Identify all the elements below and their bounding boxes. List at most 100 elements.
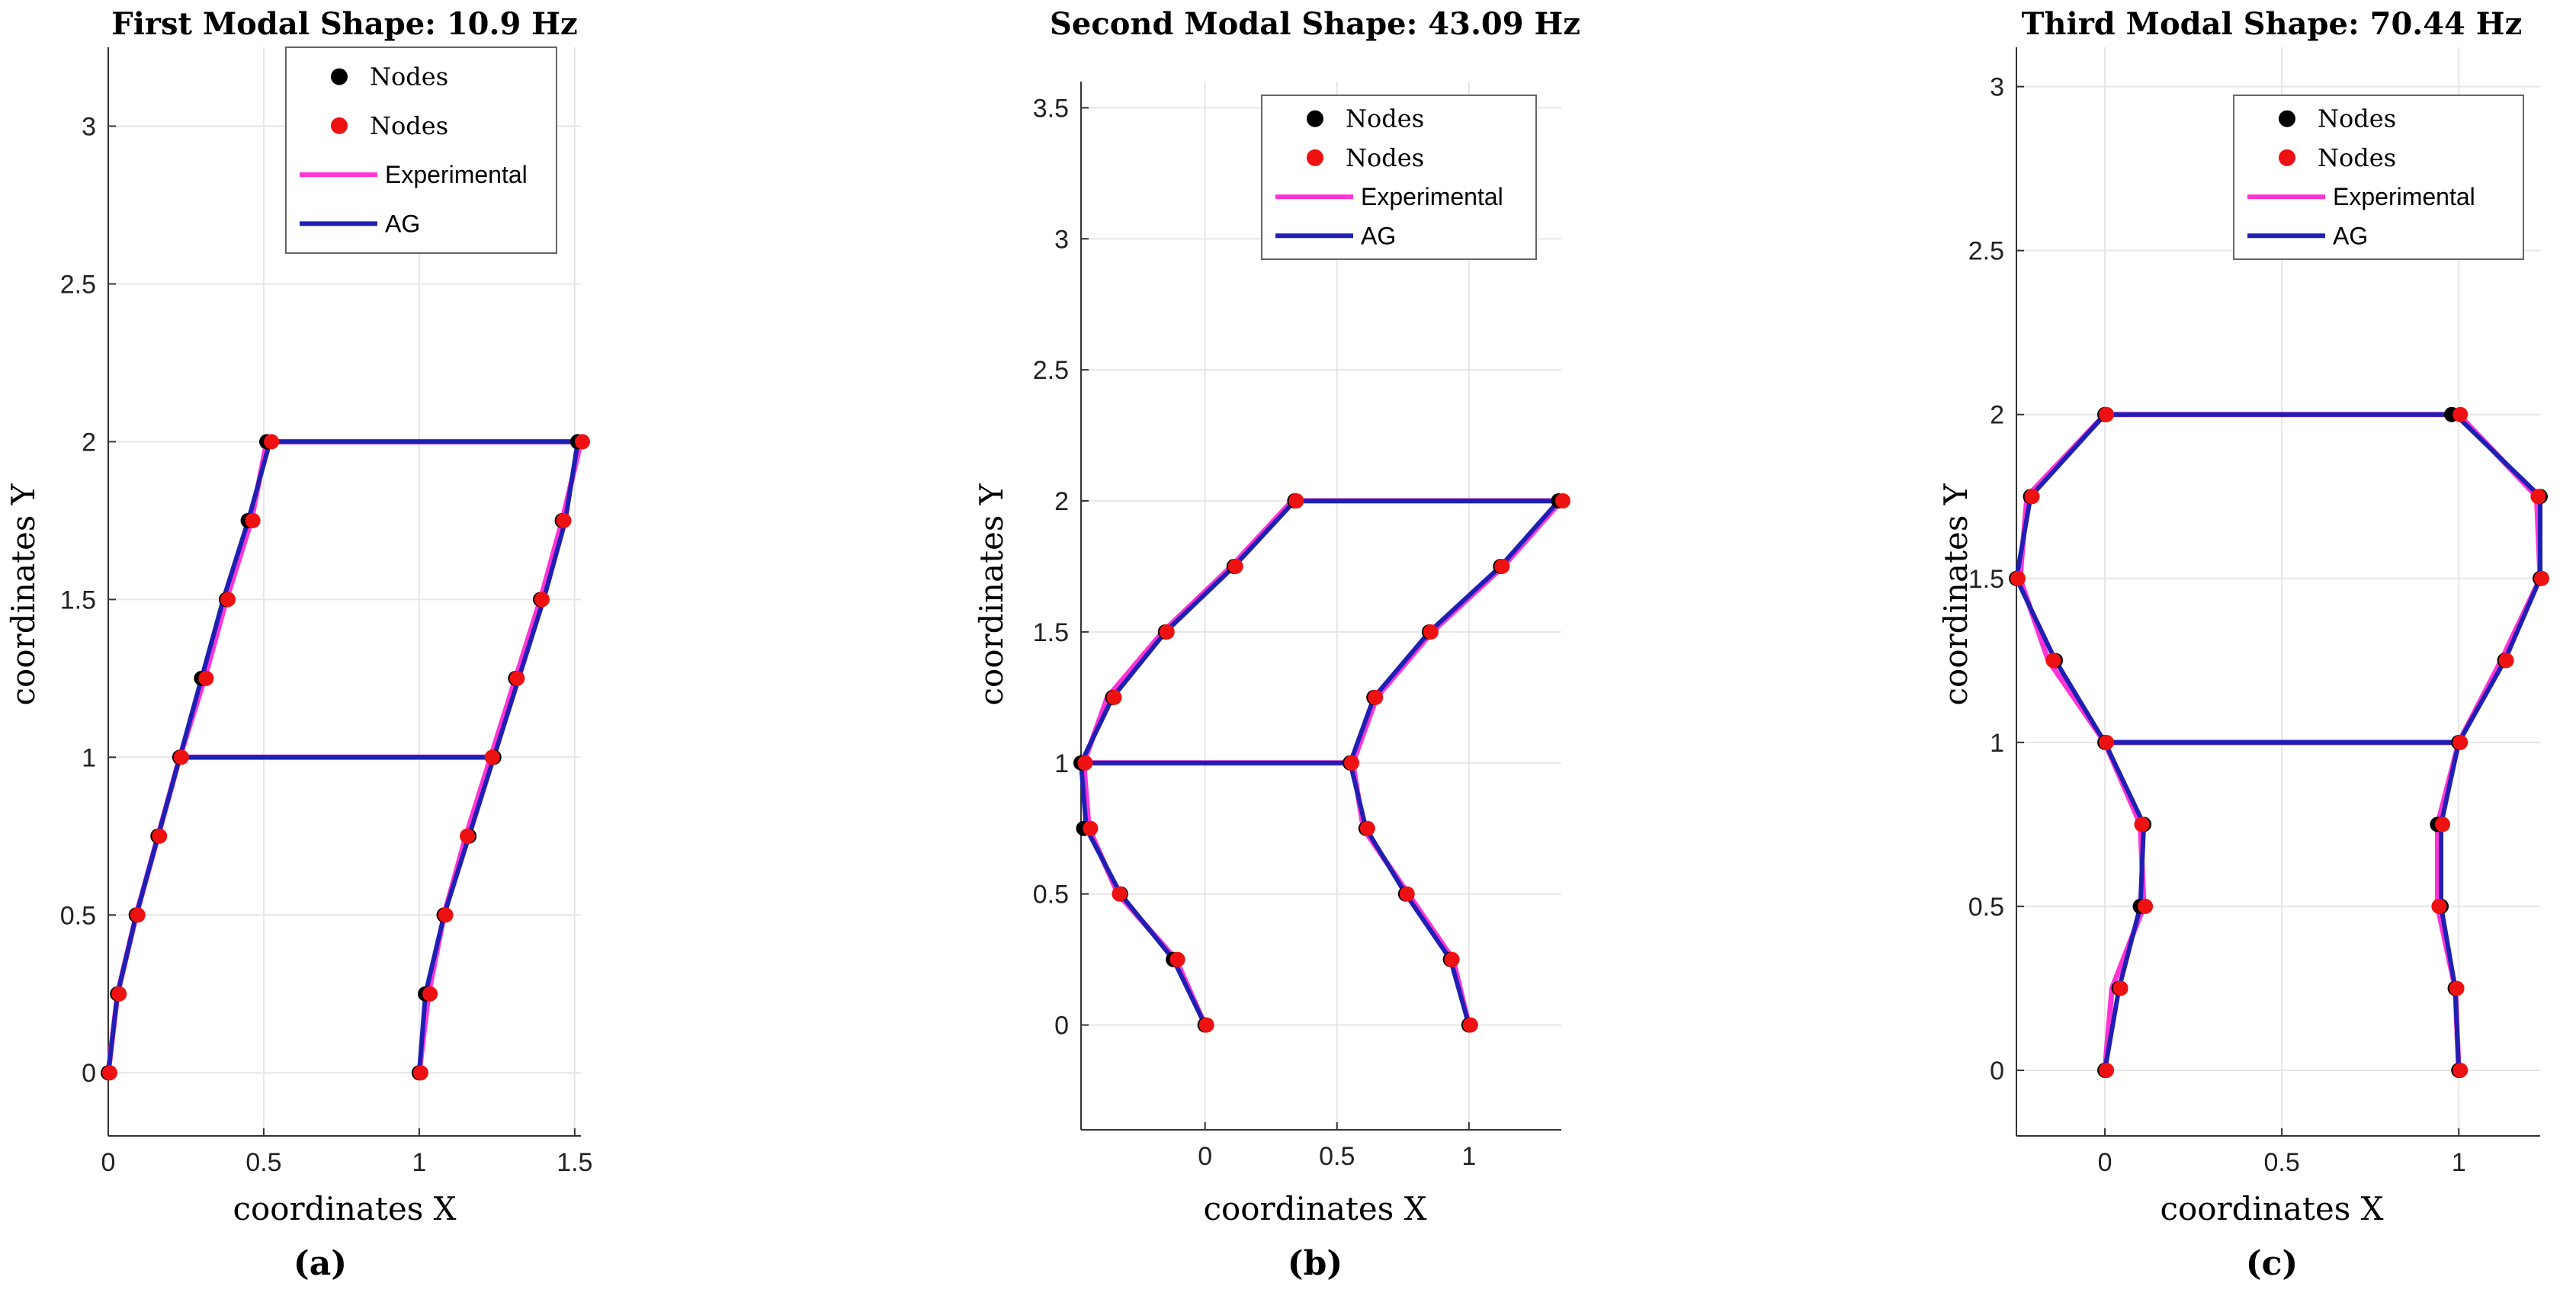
x-tick-label: 0 xyxy=(101,1148,116,1177)
node-red-point xyxy=(198,670,214,686)
node-red-point xyxy=(1077,755,1093,771)
y-tick-label: 1.5 xyxy=(1968,565,2004,594)
x-tick-label: 0.5 xyxy=(2264,1148,2300,1177)
legend: Nodes Nodes Experimental AG xyxy=(2233,95,2524,260)
y-tick-label: 0 xyxy=(1990,1057,2004,1086)
y-tick-label: 0.5 xyxy=(1968,893,2004,922)
node-red-point xyxy=(2134,816,2150,832)
chart-title: Second Modal Shape: 43.09 Hz xyxy=(1050,6,1580,42)
y-tick-label: 3 xyxy=(82,112,96,141)
node-red-point xyxy=(438,907,454,923)
legend: Nodes Nodes Experimental AG xyxy=(1261,95,1537,260)
x-axis-label: coordinates X xyxy=(2160,1190,2383,1227)
node-red-point xyxy=(460,828,476,844)
node-red-point xyxy=(2534,570,2549,586)
x-axis-label: coordinates X xyxy=(1203,1190,1426,1227)
node-red-point xyxy=(1462,1017,1478,1033)
node-red-point xyxy=(1494,558,1510,574)
legend-entry-experimental-label: Experimental xyxy=(2333,183,2475,210)
chart-title: Third Modal Shape: 70.44 Hz xyxy=(2022,6,2523,42)
node-red-point xyxy=(2431,898,2447,914)
y-tick-label: 2 xyxy=(1990,401,2004,430)
node-red-point xyxy=(1112,886,1128,902)
node-red-point xyxy=(1368,689,1384,705)
y-tick-label: 1.5 xyxy=(60,585,96,614)
y-tick-label: 0 xyxy=(82,1059,96,1088)
node-red-point xyxy=(556,512,572,528)
legend-entry-ag-label: AG xyxy=(385,210,420,237)
x-tick-label: 1.5 xyxy=(557,1148,592,1177)
chart-panel-2: 0 0.5 1 0 0.5 1 1.5 2 2.5 3 3.5 Nodes Nodes Experimen… xyxy=(973,6,1580,1283)
node-red-point xyxy=(2452,734,2469,750)
y-axis-label: coordinates Y xyxy=(973,483,1010,705)
y-tick-label: 3 xyxy=(1990,73,2004,102)
node-red-point xyxy=(102,1065,117,1081)
x-axis-label: coordinates X xyxy=(233,1190,456,1227)
node-red-point xyxy=(1399,886,1415,902)
legend-entry-nodes-black-marker xyxy=(2279,110,2295,127)
node-red-point xyxy=(509,670,525,686)
y-tick-label: 0 xyxy=(1054,1012,1069,1041)
node-red-point xyxy=(1198,1017,1214,1033)
node-red-point xyxy=(1359,820,1375,836)
node-red-point xyxy=(2138,898,2154,914)
y-axis-label: coordinates Y xyxy=(5,483,42,705)
y-tick-label: 3.5 xyxy=(1033,94,1069,123)
legend-entry-nodes-red-marker xyxy=(331,117,348,134)
y-tick-label: 2 xyxy=(82,428,96,457)
legend-entry-nodes-black-label: Nodes xyxy=(1346,104,1424,133)
legend-entry-nodes-red-marker xyxy=(2279,149,2295,166)
node-red-point xyxy=(2435,816,2451,832)
x-tick-label: 1 xyxy=(412,1148,426,1177)
legend-entry-experimental-label: Experimental xyxy=(1361,183,1503,210)
legend-entry-nodes-black-label: Nodes xyxy=(2318,104,2396,133)
y-tick-label: 2.5 xyxy=(60,270,96,299)
node-red-point xyxy=(264,434,280,450)
legend-box xyxy=(285,47,557,254)
panel-caption: (b) xyxy=(1288,1244,1343,1283)
node-red-point xyxy=(1106,689,1122,705)
legend-entry-nodes-red-label: Nodes xyxy=(1346,143,1424,172)
node-red-point xyxy=(2112,980,2128,996)
legend-entry-nodes-black-label: Nodes xyxy=(370,63,448,91)
node-red-point xyxy=(422,986,438,1002)
legend-entry-ag-label: AG xyxy=(2333,222,2368,249)
y-tick-label: 3 xyxy=(1054,225,1069,254)
legend-entry-nodes-red-label: Nodes xyxy=(2318,143,2396,172)
node-red-point xyxy=(1555,493,1570,508)
node-red-point xyxy=(1344,755,1360,771)
legend-entry-experimental-label: Experimental xyxy=(385,161,528,188)
x-tick-label: 0.5 xyxy=(245,1148,281,1177)
node-red-point xyxy=(130,907,146,923)
y-tick-label: 0.5 xyxy=(60,901,96,930)
node-red-point xyxy=(1083,820,1099,836)
node-red-point xyxy=(534,592,550,608)
panel-caption: (a) xyxy=(294,1244,347,1283)
node-red-point xyxy=(2449,980,2465,996)
node-red-point xyxy=(1227,558,1243,574)
legend: Nodes Nodes Experimental AG xyxy=(285,47,557,254)
node-red-point xyxy=(2099,734,2115,750)
chart-panel-3: 0 0.5 1 0 0.5 1 1.5 2 2.5 3 Nodes Nodes Experimental… xyxy=(1937,6,2549,1283)
node-red-point xyxy=(2045,653,2061,669)
y-tick-label: 2.5 xyxy=(1968,237,2004,266)
node-red-point xyxy=(2452,1062,2469,1078)
node-red-point xyxy=(2099,1062,2115,1078)
chart-panel-1: 0 0.5 1 1.5 0 0.5 1 1.5 2 2.5 3 Nodes Nodes Experimen… xyxy=(5,6,592,1283)
node-red-point xyxy=(111,986,127,1002)
node-red-point xyxy=(173,749,189,765)
node-red-point xyxy=(1288,493,1304,508)
node-red-point xyxy=(2530,489,2546,505)
node-red-point xyxy=(1159,624,1175,640)
x-tick-label: 0 xyxy=(2098,1148,2112,1177)
node-red-point xyxy=(1423,624,1439,640)
y-tick-label: 1.5 xyxy=(1033,618,1069,647)
legend-entry-nodes-red-marker xyxy=(1307,149,1323,166)
legend-entry-ag-label: AG xyxy=(1361,222,1396,249)
legend-entry-nodes-red-label: Nodes xyxy=(370,111,448,140)
panel-caption: (c) xyxy=(2246,1244,2298,1283)
x-tick-label: 0 xyxy=(1198,1142,1212,1171)
node-red-point xyxy=(2452,406,2469,422)
legend-entry-nodes-black-marker xyxy=(1307,110,1323,127)
y-tick-label: 0.5 xyxy=(1033,881,1069,909)
